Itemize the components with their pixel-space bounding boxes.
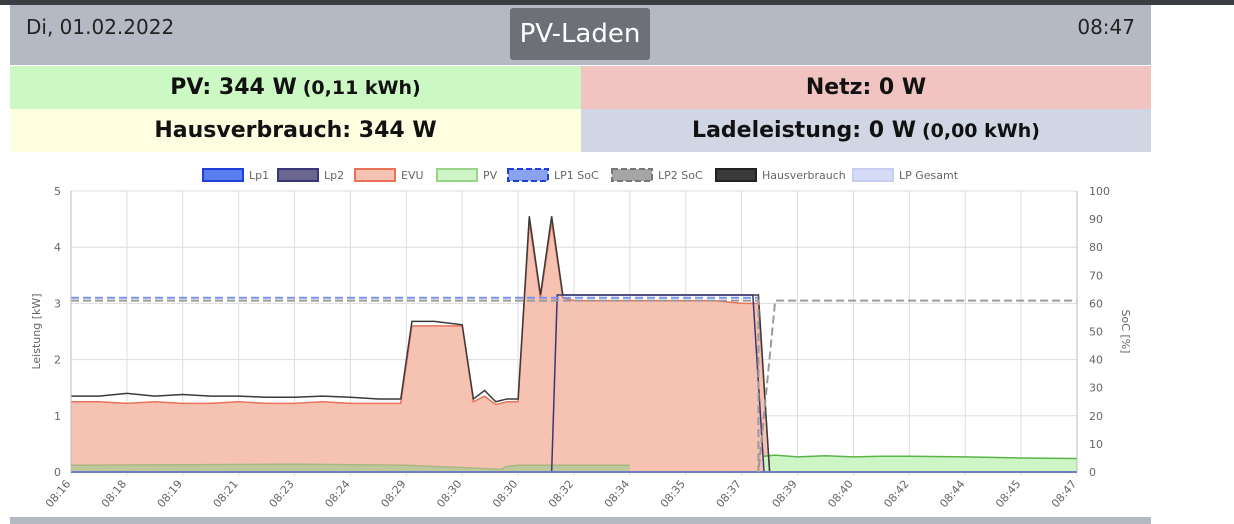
time-display: 08:47 [1077, 15, 1135, 39]
netz-power-label: Netz: 0 W [805, 75, 927, 100]
x-tick-label: 08:35 [658, 478, 688, 511]
x-tick-label: 08:19 [155, 478, 185, 511]
pv-stat: PV: 344 W (0,11 kWh) [10, 66, 581, 109]
pv-line-early [70, 463, 630, 470]
legend-swatch [507, 168, 549, 182]
y-left-axis-label: Leistung [kW] [30, 293, 43, 369]
bottom-border [10, 517, 1151, 524]
legend-label: Lp2 [324, 169, 344, 182]
y-right-tick-label: 50 [1089, 326, 1103, 339]
y-left-tick-label: 3 [54, 297, 61, 310]
pv-line-late [763, 454, 1078, 460]
pv-area-early [71, 464, 630, 472]
legend-label: LP2 SoC [658, 169, 703, 182]
ladeleistung-label: Ladeleistung: 0 W [692, 118, 916, 143]
y-left-tick-label: 0 [54, 466, 61, 479]
y-right-tick-label: 100 [1089, 185, 1110, 198]
x-tick-label: 08:24 [322, 478, 352, 511]
legend-swatch [354, 168, 396, 182]
x-tick-label: 08:30 [490, 478, 520, 511]
x-tick-label: 08:16 [43, 478, 73, 511]
netz-stat: Netz: 0 W [581, 66, 1151, 109]
date-display: Di, 01.02.2022 [26, 15, 175, 39]
x-tick-label: 08:21 [211, 478, 241, 511]
x-tick-label: 08:40 [825, 478, 855, 511]
y-right-tick-label: 90 [1089, 213, 1103, 226]
legend-label: EVU [401, 169, 424, 182]
y-right-tick-label: 60 [1089, 297, 1103, 310]
stats-row-2: Hausverbrauch: 344 W Ladeleistung: 0 W (… [10, 109, 1151, 152]
legend-swatch [611, 168, 653, 182]
x-tick-label: 08:47 [1049, 478, 1079, 511]
y-left-tick-label: 2 [54, 354, 61, 367]
y-left-tick-label: 1 [54, 410, 61, 423]
header-bar: Di, 01.02.2022 PV-Laden 08:47 [10, 5, 1151, 65]
x-tick-label: 08:23 [267, 478, 297, 511]
x-tick-label: 08:34 [602, 478, 632, 511]
power-chart[interactable]: 0 1 2 3 4 5 0 10 20 30 40 50 60 70 80 90 100 08:16 08:18 08… [0, 155, 1234, 520]
y-left-tick-label: 4 [54, 241, 61, 254]
y-right-tick-label: 0 [1089, 466, 1096, 479]
y-right-tick-label: 80 [1089, 241, 1103, 254]
legend-label: Hausverbrauch [762, 169, 846, 182]
page-title[interactable]: PV-Laden [510, 8, 650, 60]
legend-label: PV [483, 169, 498, 182]
y-right-axis-label: SoC [%] [1119, 310, 1132, 354]
ladeleistung-stat: Ladeleistung: 0 W (0,00 kWh) [581, 109, 1151, 152]
x-tick-label: 08:42 [881, 478, 911, 511]
pv-area-late [764, 455, 1077, 472]
legend-label: LP1 SoC [554, 169, 599, 182]
x-tick-label: 08:29 [378, 478, 408, 511]
x-tick-label: 08:37 [714, 478, 744, 511]
pv-power-label: PV: 344 W [170, 75, 297, 100]
hausverbrauch-label: Hausverbrauch: 344 W [154, 118, 437, 143]
pv-energy-label: (0,11 kWh) [302, 76, 421, 99]
y-right-tick-label: 30 [1089, 382, 1103, 395]
hausverbrauch-stat: Hausverbrauch: 344 W [10, 109, 581, 152]
legend-swatch [277, 168, 319, 182]
y-right-tick-label: 10 [1089, 438, 1103, 451]
x-tick-label: 08:39 [770, 478, 800, 511]
legend-label: Lp1 [249, 169, 269, 182]
ladeleistung-energy-label: (0,00 kWh) [921, 119, 1040, 142]
y-right-tick-label: 40 [1089, 354, 1103, 367]
evu-area [71, 221, 1077, 472]
top-border [0, 0, 1234, 5]
legend-swatch [436, 168, 478, 182]
x-tick-label: 08:30 [434, 478, 464, 511]
legend-swatch [715, 168, 757, 182]
x-tick-label: 08:18 [99, 478, 129, 511]
stats-row-1: PV: 344 W (0,11 kWh) Netz: 0 W [10, 66, 1151, 109]
x-tick-label: 08:44 [937, 478, 967, 511]
legend-swatch [202, 168, 244, 182]
x-tick-label: 08:32 [546, 478, 576, 511]
x-tick-label: 08:45 [993, 478, 1023, 511]
legend-label: LP Gesamt [899, 169, 959, 182]
y-right-tick-label: 70 [1089, 269, 1103, 282]
y-left-tick-label: 5 [54, 185, 61, 198]
legend-swatch [852, 168, 894, 182]
y-right-tick-label: 20 [1089, 410, 1103, 423]
